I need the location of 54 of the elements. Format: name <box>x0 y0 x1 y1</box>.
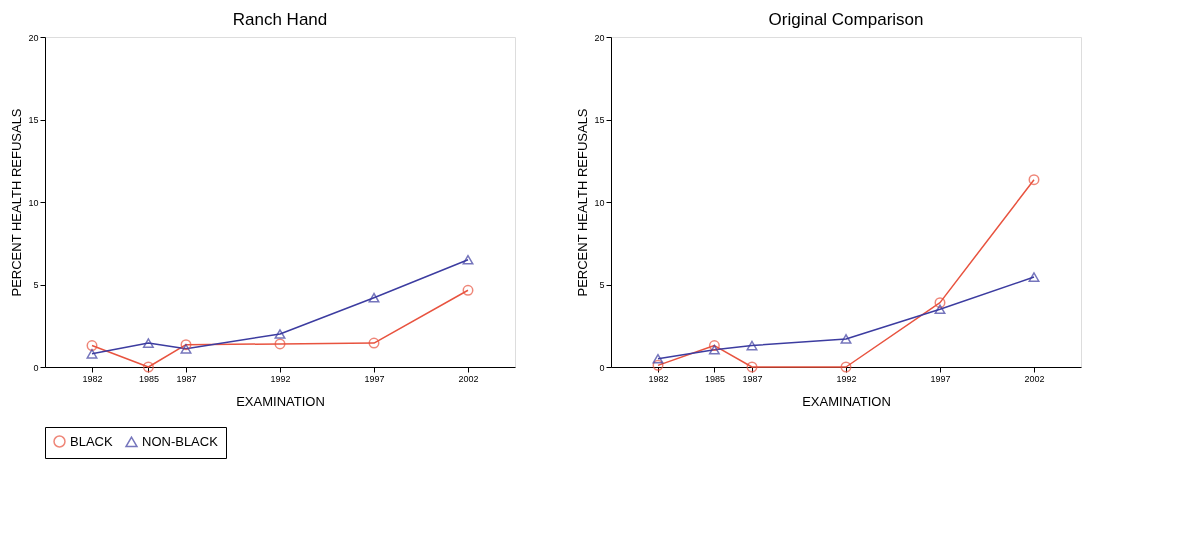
x-tick-label: 2002 <box>1024 373 1045 384</box>
point <box>368 292 380 303</box>
y-tick-label: 5 <box>33 280 39 290</box>
point <box>746 340 758 351</box>
point <box>652 353 664 364</box>
point <box>462 254 474 265</box>
legend-label: NON-BLACK <box>142 433 219 449</box>
point <box>934 304 946 315</box>
y-tick-label: 15 <box>594 115 605 125</box>
y-tick-label: 0 <box>33 362 39 373</box>
x-tick-label: 1982 <box>82 373 103 384</box>
y-tick-label: 15 <box>28 115 39 125</box>
x-axis-title: EXAMINATION <box>236 393 325 409</box>
point <box>274 338 286 350</box>
x-tick-label: 1997 <box>364 373 385 384</box>
y-tick-label: 5 <box>599 280 605 290</box>
point <box>368 337 380 349</box>
x-tick-label: 1992 <box>270 373 291 384</box>
x-tick-label: 1987 <box>742 373 763 384</box>
x-tick-label: 1997 <box>930 373 951 384</box>
x-axis-title: EXAMINATION <box>802 393 891 409</box>
point <box>708 344 720 355</box>
point <box>180 339 192 351</box>
x-tick-label: 2002 <box>458 373 479 384</box>
point <box>708 340 720 352</box>
point <box>652 359 664 371</box>
point <box>86 348 98 359</box>
point <box>180 343 192 354</box>
point <box>840 361 852 373</box>
point <box>142 338 154 348</box>
y-axis-title: PERCENT HEALTH REFUSALS <box>9 108 25 297</box>
point <box>840 334 852 344</box>
point <box>1028 174 1040 186</box>
x-tick-label: 1985 <box>704 373 725 384</box>
point <box>1028 272 1040 282</box>
y-axis-title: PERCENT HEALTH REFUSALS <box>575 108 591 297</box>
point <box>86 340 98 352</box>
point <box>462 284 474 296</box>
y-tick-label: 10 <box>28 197 39 208</box>
y-tick-label: 10 <box>594 197 605 208</box>
legend-label: BLACK <box>70 433 113 449</box>
point <box>274 329 286 339</box>
chart-title: Ranch Hand <box>232 10 328 29</box>
x-tick-label: 1985 <box>138 373 159 384</box>
y-tick-label: 20 <box>28 32 39 43</box>
x-tick-label: 1987 <box>176 373 197 384</box>
chart-title: Original Comparison <box>768 10 924 29</box>
point <box>934 297 946 309</box>
x-tick-label: 1992 <box>836 373 857 384</box>
point <box>746 361 758 373</box>
x-tick-label: 1982 <box>648 373 669 384</box>
point <box>142 361 154 373</box>
y-tick-label: 0 <box>599 362 605 373</box>
y-tick-label: 20 <box>594 32 605 43</box>
